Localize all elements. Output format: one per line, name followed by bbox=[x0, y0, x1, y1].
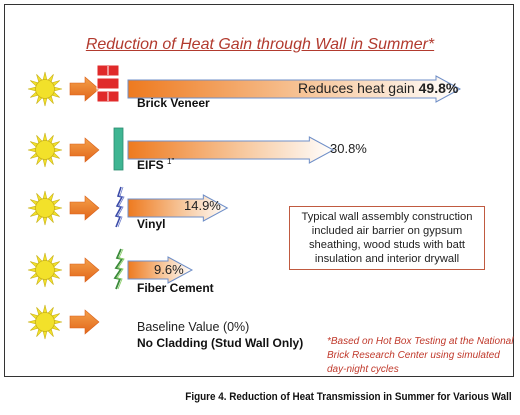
reduction-arrow-brick-veneer bbox=[127, 75, 462, 103]
fiber-cement-icon bbox=[113, 248, 125, 290]
reduction-arrow-eifs bbox=[127, 136, 335, 164]
reduction-arrow-vinyl bbox=[127, 194, 229, 222]
brick-veneer-icon bbox=[96, 64, 120, 103]
figure-caption: Figure 4. Reduction of Heat Transmission… bbox=[185, 391, 512, 403]
reduction-value-vinyl: 14.9% bbox=[184, 198, 221, 213]
sun-icon bbox=[27, 132, 63, 168]
baseline-value: Baseline Value (0%) bbox=[137, 320, 250, 334]
diagram-title: Reduction of Heat Gain through Wall in S… bbox=[85, 36, 435, 53]
eifs-label-text: EIFS bbox=[137, 158, 164, 172]
sun-icon bbox=[27, 252, 63, 288]
cladding-label-fiber-cement: Fiber Cement bbox=[137, 281, 214, 295]
cladding-label-eifs: EIFS 1" bbox=[137, 157, 174, 172]
heat-arrow-icon bbox=[69, 195, 100, 221]
reduction-value-brick-veneer: Reduces heat gain 49.8% bbox=[298, 80, 458, 96]
cladding-label-vinyl: Vinyl bbox=[137, 217, 166, 231]
sun-icon bbox=[27, 190, 63, 226]
reduction-value-prefix: Reduces heat gain bbox=[298, 80, 419, 96]
reduction-value-fiber-cement: 9.6% bbox=[154, 262, 184, 277]
baseline-label: No Cladding (Stud Wall Only) bbox=[137, 336, 304, 350]
eifs-thickness: 1" bbox=[167, 157, 175, 166]
heat-arrow-icon bbox=[69, 257, 100, 283]
heat-arrow-icon bbox=[69, 76, 100, 102]
sun-icon bbox=[27, 304, 63, 340]
assembly-note: Typical wall assembly construction inclu… bbox=[289, 206, 485, 270]
cladding-label-brick-veneer: Brick Veneer bbox=[137, 96, 210, 110]
footnote: *Based on Hot Box Testing at the Nationa… bbox=[327, 336, 514, 375]
heat-arrow-icon bbox=[69, 309, 100, 335]
eifs-icon bbox=[113, 127, 124, 171]
reduction-value-eifs: 30.8% bbox=[330, 141, 367, 156]
vinyl-siding-icon bbox=[114, 186, 125, 228]
reduction-arrow-fiber-cement bbox=[127, 256, 194, 284]
sun-icon bbox=[27, 71, 63, 107]
reduction-value-number: 49.8% bbox=[418, 80, 459, 96]
heat-arrow-icon bbox=[69, 137, 100, 163]
